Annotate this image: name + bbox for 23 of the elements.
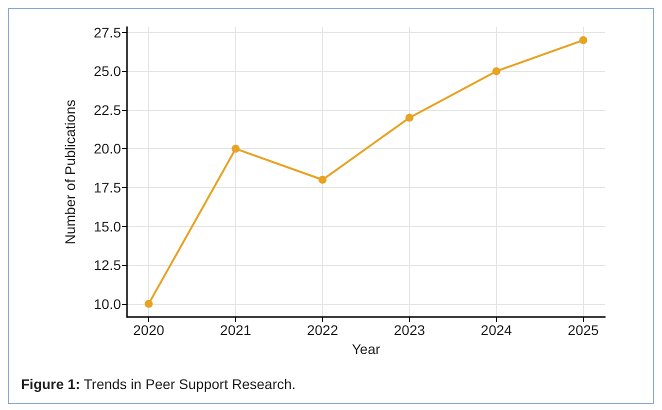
point: [144, 300, 153, 308]
y-tick-label: 12.5: [94, 257, 122, 274]
y-tick-label: 22.5: [94, 102, 122, 118]
point: [492, 67, 500, 76]
y-tick-label: 20.0: [94, 140, 122, 157]
x-tick-label: 2025: [568, 322, 600, 338]
y-tick-label: 17.5: [94, 180, 122, 196]
point: [579, 36, 588, 44]
x-tick-label: 2021: [220, 322, 252, 338]
x-axis-title: Year: [352, 340, 380, 357]
x-tick-label: 2023: [394, 322, 426, 338]
x-tick-label: 2020: [133, 322, 165, 338]
y-tick-label: 15.0: [94, 218, 122, 234]
x-tick-label: 2022: [306, 322, 338, 338]
y-tick-label: 10.0: [94, 296, 122, 312]
y-tick-label: 25.0: [94, 63, 122, 80]
point: [405, 114, 414, 122]
y-axis-title: Number of Publications: [62, 100, 78, 244]
x-tick-label: 2024: [480, 322, 512, 338]
point: [318, 176, 327, 184]
point: [232, 144, 240, 153]
caption: Figure 1: Trends in Peer Support Research.: [21, 376, 296, 392]
y-tick-label: 27.5: [94, 24, 122, 40]
